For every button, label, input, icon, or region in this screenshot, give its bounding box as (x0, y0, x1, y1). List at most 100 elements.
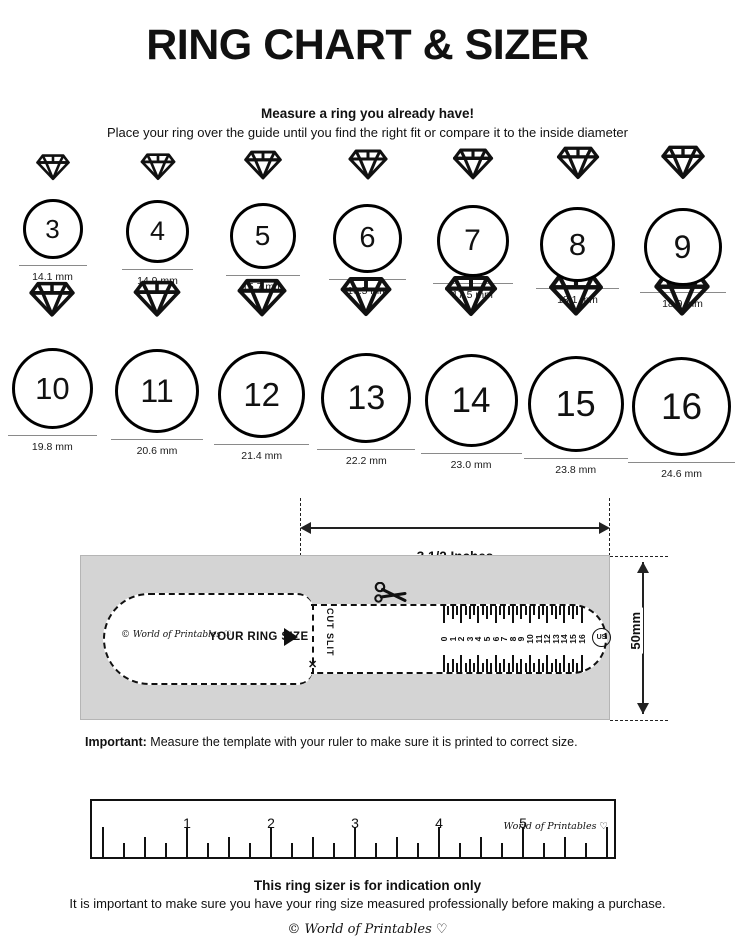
ruler-number-3: 3 (351, 815, 359, 831)
ring-size-3[interactable]: 3 14.1 mm (0, 154, 105, 310)
ring-graphic: 14 (424, 276, 518, 447)
scale-tick-bottom (546, 655, 549, 672)
dim-vertical-line (642, 562, 644, 714)
ruler-number-4: 4 (435, 815, 443, 831)
scale-tick-bottom (503, 659, 506, 672)
ring-size-9[interactable]: 9 18.9 mm (630, 145, 735, 310)
scale-tick-minor (490, 663, 493, 672)
template-area: ✕ CUT SLIT © World of Printables ♡ YOUR … (80, 555, 611, 720)
ring-size-number: 4 (149, 216, 166, 246)
ring-circle: 9 (643, 208, 722, 286)
ring-size-scale: US 0 1 2 3 4 5 6 7 8 9 10 11 12 13 14 15 16 (439, 606, 614, 672)
ruler-tick-minor (585, 843, 587, 857)
ring-circle: 5 (229, 203, 296, 269)
reference-ruler: World of Printables ♡ 1 2 3 4 5 (90, 799, 616, 859)
ring-diameter-label: 22.2 mm (345, 455, 387, 467)
ring-size-10[interactable]: 10 19.8 mm (0, 281, 105, 480)
ring-rule (317, 449, 416, 450)
footer-logo: © World of Printables ♡ (287, 922, 448, 937)
ring-rule (628, 462, 735, 463)
diamond-icon (237, 278, 287, 317)
ring-size-6[interactable]: 6 16.5 mm (315, 149, 420, 310)
scale-tick-top (554, 606, 557, 619)
ring-size-number: 11 (140, 373, 174, 409)
ring-diameter-label: 23.0 mm (450, 459, 492, 471)
ring-graphic: 4 (126, 153, 189, 263)
ring-diameter-label: 20.6 mm (136, 445, 178, 457)
ruler-tick-minor (543, 843, 545, 857)
scale-tick-minor (576, 663, 579, 672)
scale-tick-minor (516, 663, 519, 672)
scale-tick-minor (541, 663, 544, 672)
ring-graphic: 10 (11, 281, 93, 429)
ruler-number-5: 5 (519, 815, 527, 831)
ring-size-7[interactable]: 7 17.5 mm (420, 148, 525, 310)
ring-graphic: 13 (321, 277, 412, 443)
ring-circle: 14 (424, 354, 518, 447)
ring-size-12[interactable]: 12 21.4 mm (209, 278, 314, 480)
ring-circle: 3 (22, 199, 83, 259)
cut-slit-line (312, 604, 314, 674)
diamond-icon (452, 148, 493, 180)
ring-diameter-label: 19.8 mm (31, 441, 73, 453)
strip-watermark: © World of Printables ♡ (121, 630, 232, 640)
ring-graphic: 16 (632, 273, 732, 456)
dim-line (308, 527, 602, 529)
diamond-icon (660, 145, 705, 179)
ruler-tick-major (522, 827, 524, 857)
scale-tick-minor (464, 606, 467, 615)
ring-diameter-label: 24.6 mm (661, 468, 702, 480)
scale-tick-bottom (520, 659, 523, 672)
ring-size-number: 13 (347, 379, 386, 417)
ruler-tick-minor (228, 837, 230, 857)
ring-rule (122, 269, 193, 270)
scale-tick-bottom (486, 659, 488, 672)
ruler-tick-minor (312, 837, 314, 857)
ruler-watermark: World of Printables ♡ (503, 821, 609, 832)
scale-tick-minor (447, 663, 450, 672)
ring-graphic: 5 (229, 150, 296, 269)
scale-tick-bottom (580, 655, 583, 672)
ring-graphic: 11 (115, 280, 199, 433)
ring-circle: 12 (218, 351, 306, 438)
ring-size-5[interactable]: 5 15.7 mm (210, 150, 315, 310)
ring-size-13[interactable]: 13 22.2 mm (314, 277, 419, 480)
ring-size-number: 5 (254, 220, 271, 251)
scale-tick-minor (533, 606, 536, 615)
ring-size-number: 12 (243, 376, 281, 413)
scale-tick-minor (541, 606, 544, 615)
scale-tick-bottom (451, 659, 454, 672)
ring-size-14[interactable]: 14 23.0 mm (419, 276, 524, 480)
ring-rule (111, 439, 203, 440)
ring-size-16[interactable]: 16 24.6 mm (628, 273, 735, 480)
scale-tick-top (443, 606, 445, 623)
ruler-tick-minor (207, 843, 209, 857)
arrow-right-pointer-icon (284, 628, 298, 646)
ring-rule (214, 444, 310, 445)
ring-circle: 13 (321, 353, 412, 443)
ring-size-11[interactable]: 11 20.6 mm (105, 280, 210, 480)
scale-tick-minor (507, 606, 510, 615)
ring-rule (7, 435, 97, 436)
ring-graphic: 15 (527, 274, 624, 452)
ring-size-number: 3 (45, 214, 60, 244)
scale-tick-minor (559, 606, 562, 615)
diamond-icon (445, 276, 498, 316)
scale-tick-top (572, 606, 574, 619)
scale-tick-minor (576, 606, 579, 615)
ring-size-number: 10 (35, 371, 70, 406)
ring-size-number: 8 (568, 227, 587, 262)
scale-tick-top (494, 606, 497, 623)
ring-size-15[interactable]: 15 23.8 mm (523, 274, 628, 480)
scale-tick-top (580, 606, 583, 623)
scale-tick-top (537, 606, 540, 619)
ring-circle: 11 (115, 349, 199, 433)
ring-rule (18, 265, 87, 266)
cut-slit-label: CUT SLIT (325, 608, 335, 657)
subtitle-bold: Measure a ring you already have! (260, 106, 475, 121)
ring-size-number: 9 (673, 229, 692, 265)
height-extension-top (610, 556, 668, 557)
scissors-icon (374, 582, 407, 603)
ring-size-number: 6 (359, 222, 376, 254)
ring-rule (523, 458, 628, 459)
